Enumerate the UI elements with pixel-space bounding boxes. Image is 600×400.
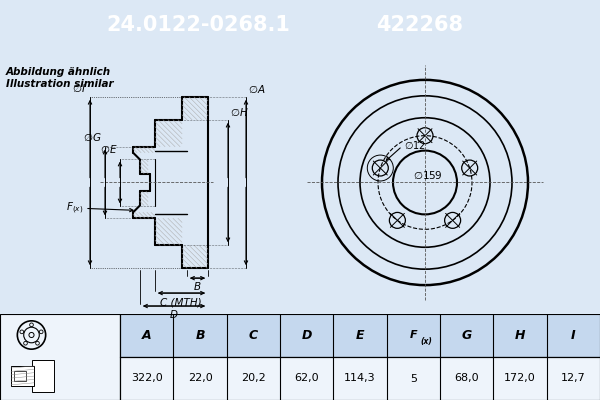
Bar: [32, 360, 55, 392]
Text: $\varnothing$A: $\varnothing$A: [248, 83, 265, 95]
Text: C (MTH): C (MTH): [160, 297, 202, 307]
Text: 114,3: 114,3: [344, 374, 376, 384]
Text: $\varnothing$159: $\varnothing$159: [413, 168, 443, 180]
Text: C: C: [249, 329, 258, 342]
Text: Abbildung ähnlich: Abbildung ähnlich: [6, 67, 111, 77]
Text: $\varnothing$12: $\varnothing$12: [404, 139, 426, 151]
Text: 12,7: 12,7: [561, 374, 586, 384]
Text: $\varnothing$G: $\varnothing$G: [83, 131, 102, 143]
Bar: [14, 371, 26, 381]
Text: 172,0: 172,0: [504, 374, 536, 384]
Text: 422268: 422268: [377, 15, 464, 35]
Text: (x): (x): [421, 337, 433, 346]
Bar: [120, 357, 600, 400]
Text: $\varnothing$H: $\varnothing$H: [230, 106, 248, 118]
Text: D: D: [170, 310, 178, 320]
Text: A: A: [142, 329, 151, 342]
Text: H: H: [515, 329, 525, 342]
Text: G: G: [461, 329, 472, 342]
Text: I: I: [571, 329, 575, 342]
Text: $\varnothing$I: $\varnothing$I: [72, 82, 86, 94]
Text: 322,0: 322,0: [131, 374, 163, 384]
Text: 24.0122-0268.1: 24.0122-0268.1: [106, 15, 290, 35]
Text: E: E: [356, 329, 364, 342]
Text: B: B: [195, 329, 205, 342]
Text: $\varnothing$E: $\varnothing$E: [100, 143, 118, 155]
Text: B: B: [194, 282, 201, 292]
Text: 68,0: 68,0: [454, 374, 479, 384]
Text: 5: 5: [410, 374, 417, 384]
Bar: [0, 314, 120, 400]
Text: Illustration similar: Illustration similar: [6, 79, 113, 89]
Text: F: F: [410, 330, 417, 340]
Text: 22,0: 22,0: [188, 374, 212, 384]
Bar: [120, 314, 600, 357]
Text: 62,0: 62,0: [295, 374, 319, 384]
Bar: [11, 366, 34, 386]
Text: 20,2: 20,2: [241, 374, 266, 384]
Text: D: D: [301, 329, 312, 342]
Text: F$_{(x)}$: F$_{(x)}$: [65, 201, 83, 216]
